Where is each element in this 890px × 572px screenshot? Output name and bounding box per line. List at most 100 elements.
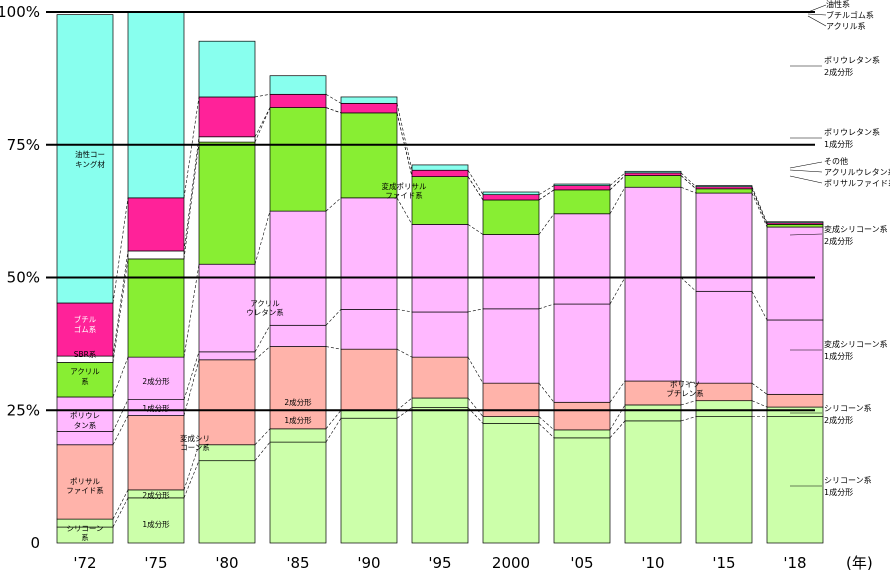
annotations: 変成シリ コーン系 アクリル ウレタン系 変成ポリサル ファイド系 ポリイソ ブ… (180, 181, 704, 452)
connector-6-2 (538, 382, 555, 403)
connector-0-3 (112, 399, 129, 432)
bar-segment-2-4 (198, 263, 256, 353)
label-sbr: SBR系 (74, 349, 97, 359)
bar-segment-4-0 (340, 417, 398, 544)
bar-segment-1-2 (127, 415, 185, 491)
bar-segment-2-0 (198, 460, 256, 544)
legend-si1-a: シリコーン系 (824, 475, 872, 485)
connector-3-4 (325, 197, 342, 212)
connector-4-3 (396, 309, 413, 313)
bar-segment-2-2 (198, 359, 256, 446)
label-75-si2: 2成分形 (142, 490, 170, 500)
connector-2-4 (254, 211, 271, 265)
label-acryl-a: アクリル (70, 367, 100, 376)
connector-8-1 (680, 400, 697, 406)
legend-pu2-a: ポリウレタン系 (824, 55, 880, 65)
connector-5-7 (467, 170, 484, 195)
x-tick-6: 2000 (492, 554, 530, 572)
legend-ms1-b: 1成分形 (824, 351, 853, 361)
legend-pu1-b: 1成分形 (824, 139, 853, 149)
y-tick-100: 100% (0, 3, 40, 21)
connector-8-2 (680, 380, 697, 384)
bar-segment-10-2 (766, 393, 824, 408)
bar-segment-1-7 (127, 197, 185, 252)
connector-9-4 (751, 192, 768, 228)
bar-segment-10-4 (766, 226, 824, 321)
bar-segment-6-1 (482, 416, 540, 424)
connector-1-7 (183, 96, 200, 198)
connector-4-0 (396, 407, 413, 419)
connector-2-3 (254, 325, 271, 352)
bar-segment-0-2 (56, 444, 114, 520)
x-tick-3: '85 (286, 554, 309, 572)
bar-segment-3-8 (269, 75, 327, 95)
connector-5-5 (467, 176, 484, 201)
annot-modsil-a: 変成シリ (180, 433, 210, 443)
bar-segment-7-3 (553, 303, 611, 403)
bar-segment-8-4 (624, 186, 682, 278)
bar-segment-1-8 (127, 11, 185, 199)
connector-7-7 (609, 172, 626, 186)
y-axis-ticks: 0 25% 50% 75% 100% (0, 3, 40, 552)
connector-8-7 (680, 172, 697, 187)
bar-segment-7-4 (553, 213, 611, 305)
bar-segment-7-2 (553, 401, 611, 431)
connector-6-7 (538, 185, 555, 195)
connector-8-4 (680, 186, 697, 194)
bar-segment-3-5 (269, 107, 327, 212)
right-legend: 油性系 ブチルゴム系 アクリル系 ポリウレタン系 2成分形 ポリウレタン系 1成… (789, 0, 890, 497)
y-tick-75: 75% (7, 136, 40, 154)
bar-segment-1-0 (127, 497, 185, 544)
legend-butyl: ブチルゴム系 (826, 10, 874, 20)
connector-7-6 (609, 175, 626, 191)
bar-segment-4-4 (340, 197, 398, 310)
bar-segment-7-7 (553, 185, 611, 191)
legend-polysulfide: ポリサルファイド系 (824, 178, 890, 188)
bar-segment-1-4 (127, 356, 185, 400)
bar-segment-9-5 (695, 188, 753, 194)
bar-segment-9-2 (695, 382, 753, 402)
legend-ms2-b: 2成分形 (824, 236, 853, 246)
label-75-pu1: 1成分形 (142, 403, 170, 413)
connector-4-1 (396, 397, 413, 411)
bar-segment-3-3 (269, 324, 327, 347)
bar-segment-4-3 (340, 309, 398, 350)
legend-ms2-a: 変成シリコーン系 (824, 224, 888, 234)
connector-1-1 (183, 444, 200, 490)
connector-7-1 (609, 404, 626, 431)
bar-segment-2-8 (198, 40, 256, 98)
bar-segment-3-0 (269, 441, 327, 544)
bar-segment-10-0 (766, 416, 824, 544)
connector-4-2 (396, 348, 413, 358)
connector-9-1 (751, 400, 768, 408)
connector-6-3 (538, 303, 555, 310)
bar-segment-6-7 (482, 194, 540, 201)
x-tick-1: '75 (144, 554, 167, 572)
label-butyl-a: ブチル (74, 314, 97, 324)
connector-3-2 (325, 346, 342, 350)
connector-2-7 (254, 94, 271, 98)
connector-0-1 (112, 489, 129, 520)
connector-1-5 (183, 142, 200, 259)
bar-segment-8-3 (624, 277, 682, 382)
legend-si1-b: 1成分形 (824, 487, 853, 497)
connector-6-0 (538, 423, 555, 439)
bar-segment-0-8 (56, 14, 114, 304)
legend-si2-a: シリコーン系 (824, 403, 872, 413)
connector-1-2 (183, 359, 200, 416)
annot-acrylurethane-a: アクリル (250, 299, 280, 308)
label-butyl-b: ゴム系 (74, 324, 97, 334)
connector-5-2 (467, 357, 484, 384)
bar-segment-8-8 (624, 170, 682, 174)
connector-9-2 (751, 382, 768, 395)
bar-segment-8-1 (624, 404, 682, 422)
bar-segment-5-4 (411, 224, 469, 313)
label-75-pu2: 2成分形 (142, 376, 170, 386)
connector-2-6 (254, 107, 271, 137)
gridlines (46, 11, 815, 412)
bar-segment-3-2 (269, 346, 327, 430)
connector-5-1 (467, 397, 484, 417)
connector-0-6 (112, 250, 129, 357)
bar-segment-6-3 (482, 308, 540, 384)
